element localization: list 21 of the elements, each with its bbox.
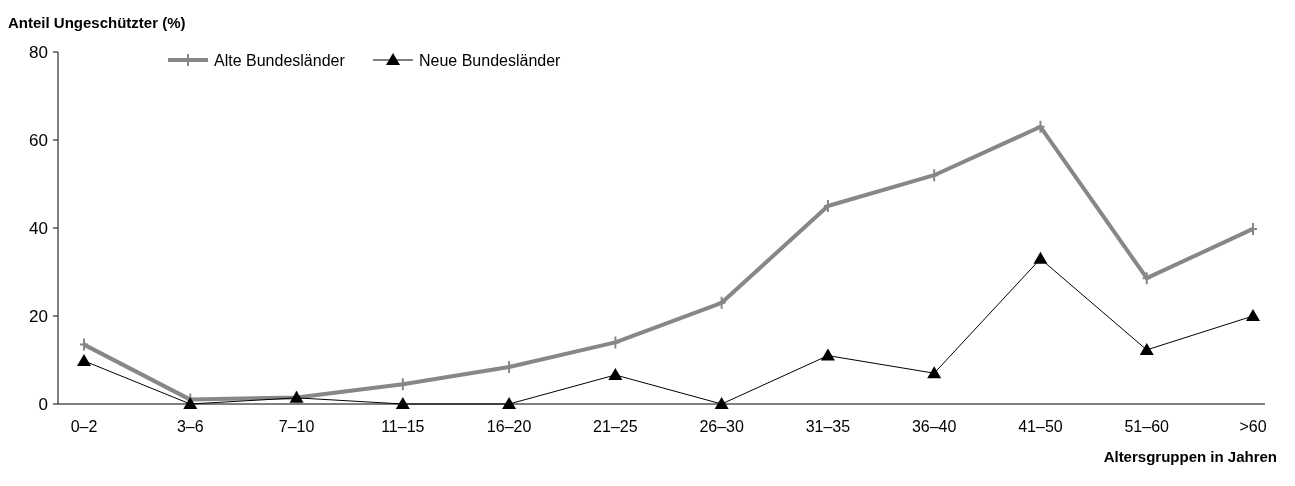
legend-label: Neue Bundesländer <box>419 51 562 69</box>
y-tick-label: 40 <box>29 218 48 238</box>
x-tick-label: 36–40 <box>911 418 957 435</box>
x-tick-label: 51–60 <box>1124 418 1170 435</box>
x-tick-label: 41–50 <box>1018 418 1063 435</box>
x-tick-label: 3–6 <box>176 418 204 435</box>
x-tick-label: 16–20 <box>486 418 532 435</box>
y-tick-label: 20 <box>29 306 48 326</box>
y-tick-label: 0 <box>38 394 48 414</box>
x-tick-label: 26–30 <box>699 418 744 435</box>
legend-label: Alte Bundesländer <box>214 51 346 69</box>
x-tick-label: 31–35 <box>805 418 851 435</box>
x-tick-label: >60 <box>1239 418 1267 435</box>
x-tick-label: 21–25 <box>593 418 638 435</box>
y-tick-label: 60 <box>29 130 48 150</box>
y-tick-label: 80 <box>29 42 48 62</box>
x-tick-label: 11–15 <box>381 418 425 435</box>
x-tick-label: 7–10 <box>278 418 315 435</box>
x-axis-title: Altersgruppen in Jahren <box>1103 448 1277 465</box>
y-axis-title: Anteil Ungeschützter (%) <box>8 14 186 31</box>
x-tick-label: 0–2 <box>70 418 98 435</box>
